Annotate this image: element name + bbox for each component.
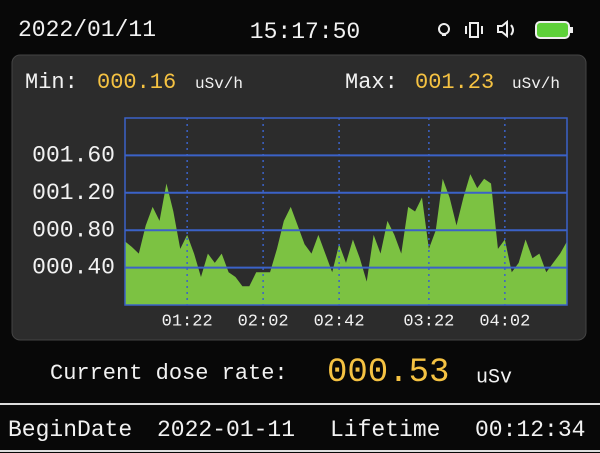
x-tick-label: 01:22 — [162, 312, 213, 331]
status-icons — [438, 19, 573, 39]
current-unit: uSv — [476, 366, 512, 389]
begin-date: 2022-01-11 — [157, 417, 295, 443]
dose-area — [125, 174, 567, 305]
min-unit: uSv/h — [195, 75, 243, 93]
x-tick-label: 03:22 — [403, 312, 454, 331]
max-value: 001.23 — [415, 70, 494, 95]
y-tick-label: 000.40 — [32, 255, 115, 281]
x-tick-label: 04:02 — [479, 312, 530, 331]
lifetime-label: Lifetime — [330, 417, 440, 443]
clock: 15:17:50 — [250, 19, 360, 45]
max-unit: uSv/h — [512, 75, 560, 93]
max-label: Max: — [345, 70, 398, 95]
x-tick-label: 02:02 — [238, 312, 289, 331]
lifetime: 00:12:34 — [475, 417, 585, 443]
current-value: 000.53 — [327, 354, 449, 392]
plot-frame — [124, 117, 568, 306]
date: 2022/01/11 — [18, 17, 156, 43]
current-label: Current dose rate: — [50, 361, 288, 386]
y-tick-label: 001.20 — [32, 180, 115, 206]
x-tick-label: 02:42 — [314, 312, 365, 331]
y-tick-label: 001.60 — [32, 142, 115, 168]
plot: 000.40 000.80 001.20 001.60 01:22 02:02 02:42 0… — [32, 117, 568, 331]
min-value: 000.16 — [97, 70, 176, 95]
y-tick-label: 000.80 — [32, 217, 115, 243]
begin-label: BeginDate — [8, 417, 132, 443]
min-label: Min: — [25, 70, 78, 95]
